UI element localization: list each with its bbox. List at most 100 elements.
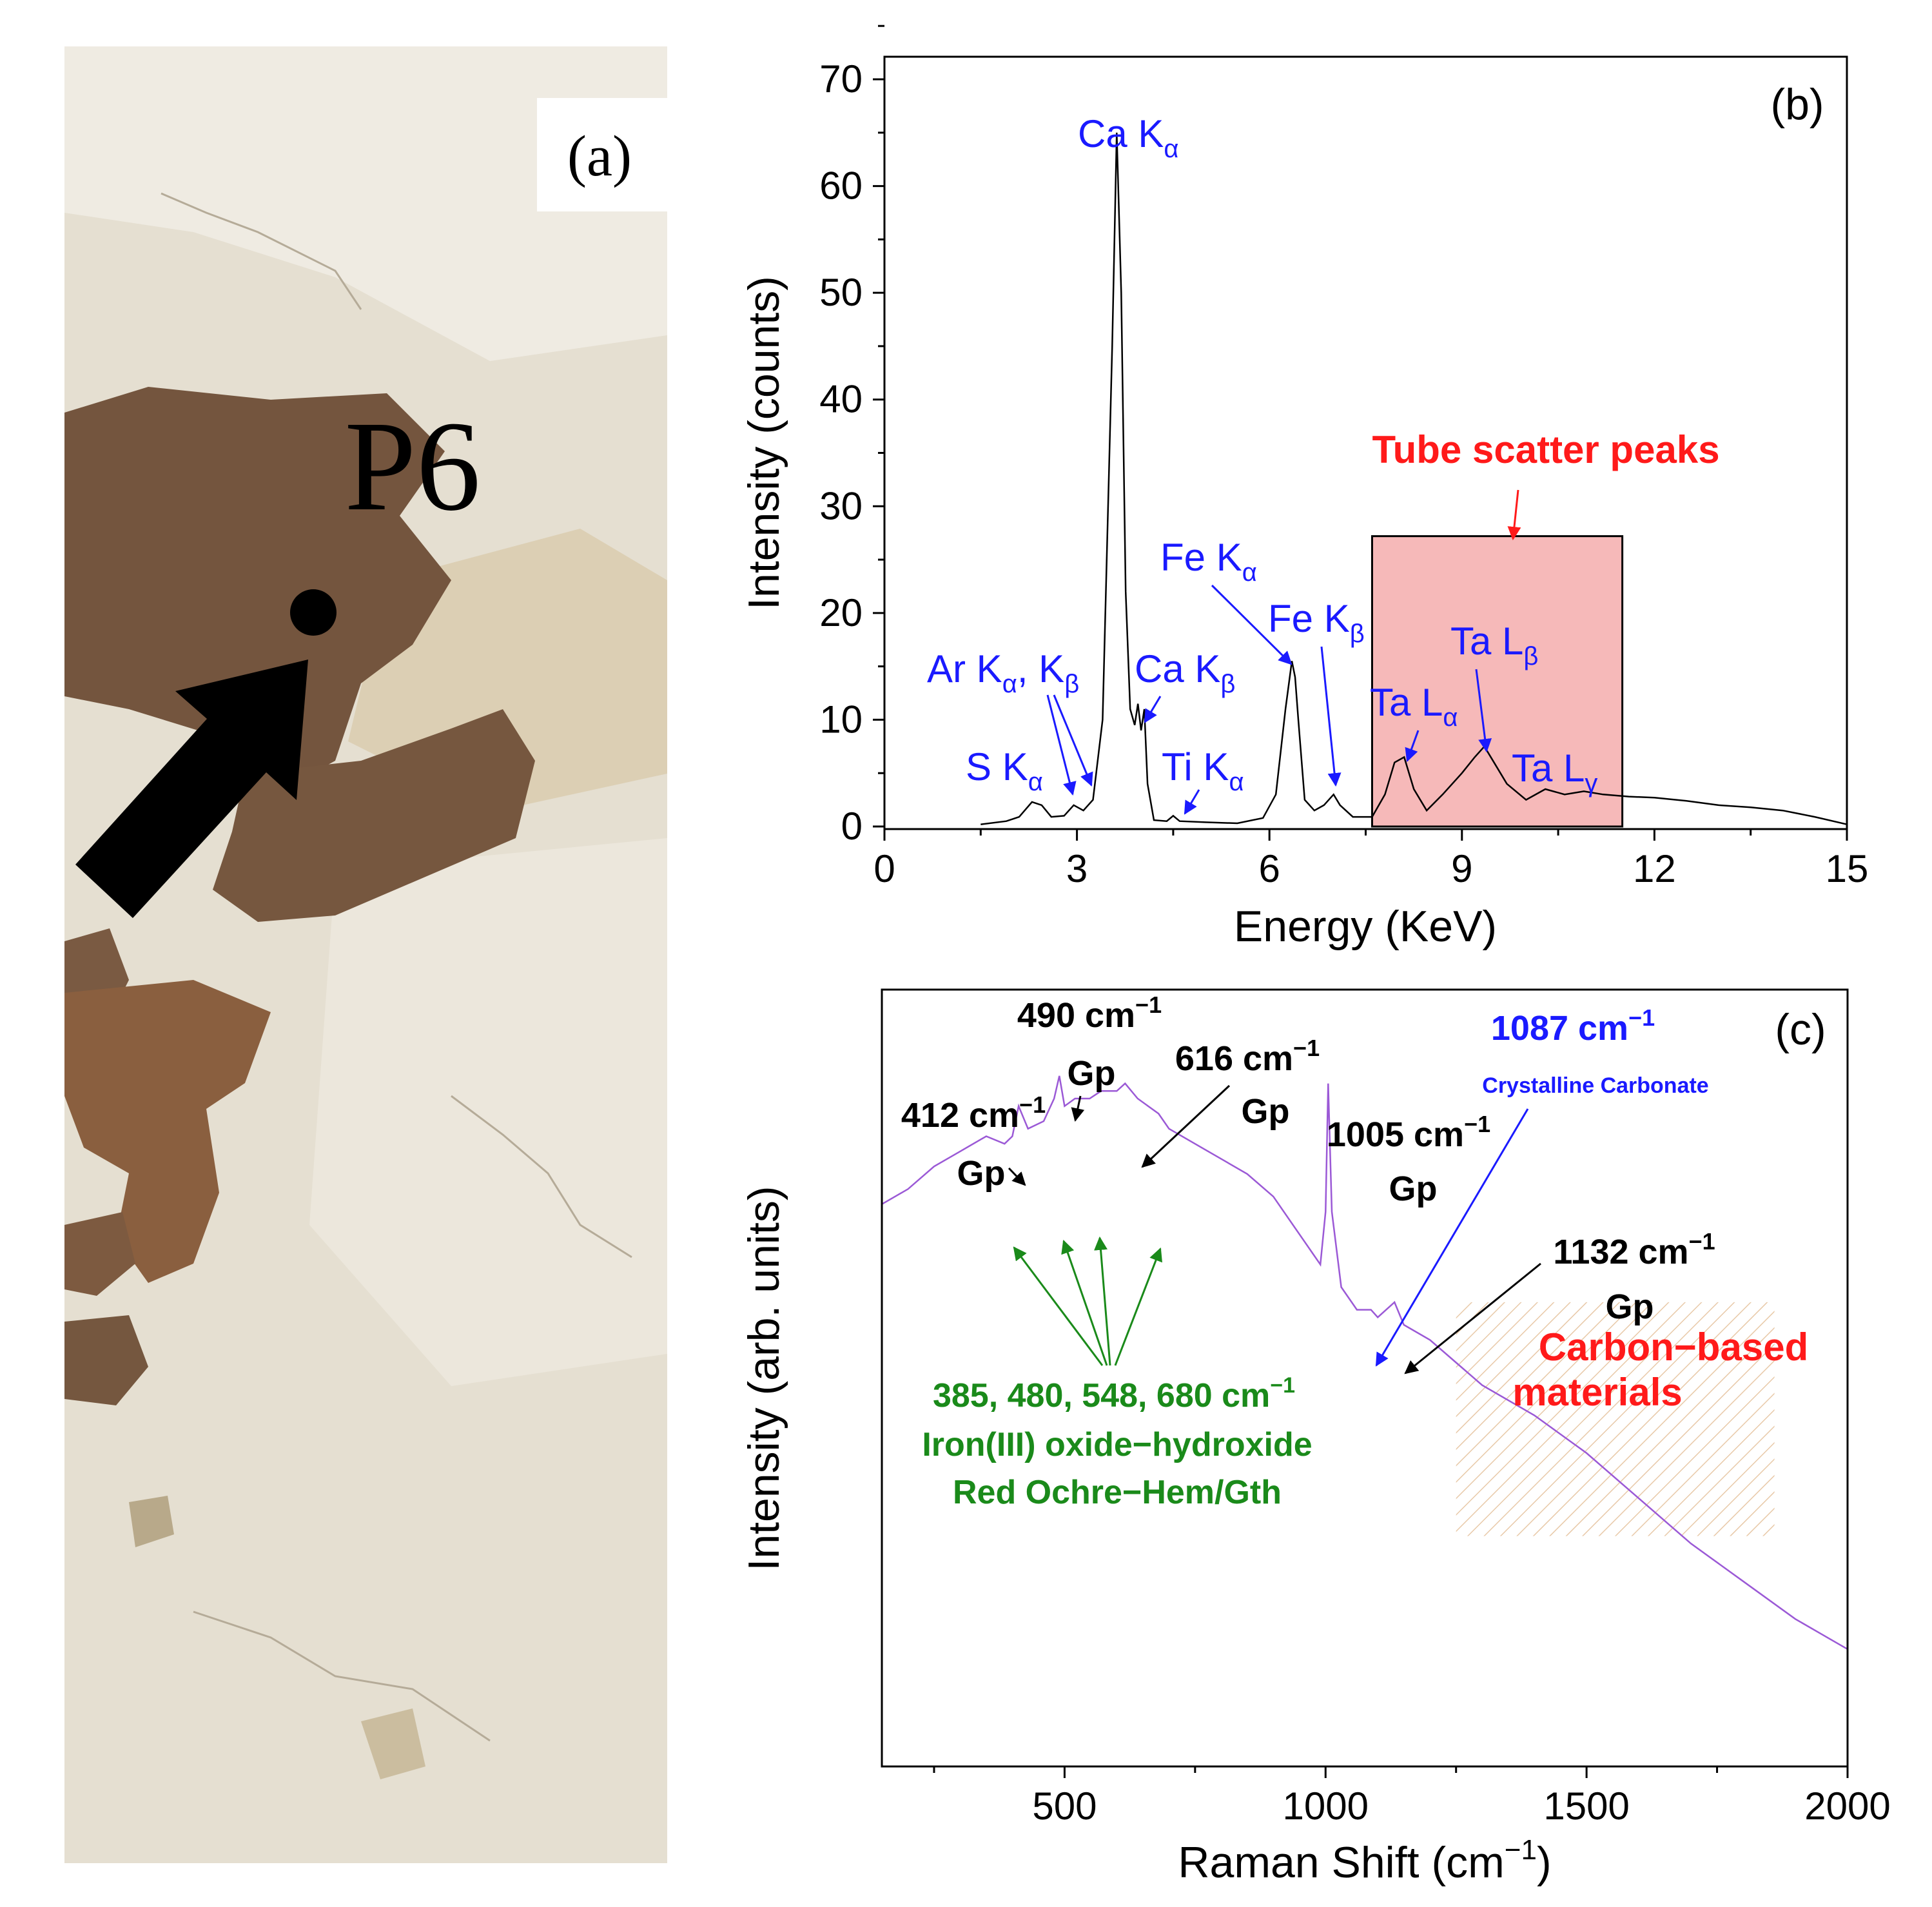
svg-text:Carbon−based: Carbon−based [1539,1325,1808,1369]
peak-label-ti-ka: Ti Kα [1162,745,1244,796]
peak-label-490: 490 cm−1 Gp [1017,992,1162,1093]
pigment-stain [361,1708,425,1779]
arrow-1132 [1404,1262,1541,1374]
svg-text:616 cm−1: 616 cm−1 [1175,1035,1320,1078]
panel-c-label: (c) [1775,1005,1826,1054]
pigment-area [64,1315,148,1405]
peak-label-ta-la: Ta Lα [1370,681,1458,732]
svg-text:Gp: Gp [1606,1287,1654,1326]
y-axis-title: Intensity (arb. units) [739,1186,788,1570]
green-arrow-548 [1094,1236,1111,1366]
pigment-area [213,709,535,922]
svg-text:Ti Kα: Ti Kα [1162,745,1244,796]
x-tick-label: 1500 [1543,1785,1629,1828]
y-tick-label: 60 [819,164,863,208]
sample-point-marker [290,589,337,636]
crack-line [451,1095,632,1258]
tube-scatter-arrow [1507,489,1521,541]
svg-text:Fe Kβ: Fe Kβ [1268,597,1365,648]
tube-scatter-box [1371,535,1624,828]
peak-label-ta-lb: Ta Lβ [1450,620,1538,670]
peak-label-412: 412 cm−1 Gp [901,1091,1046,1193]
panel-b-label: (b) [1770,80,1824,129]
ti-ka-arrow [1184,789,1200,815]
iron-oxide-label: 385, 480, 548, 680 cm−1 Iron(III) oxide−… [922,1373,1312,1511]
svg-text:490 cm−1: 490 cm−1 [1017,992,1162,1035]
green-arrow-385 [1013,1246,1104,1366]
svg-text:Gp: Gp [1068,1054,1116,1093]
peak-label-fe-kb: Fe Kβ [1268,597,1365,648]
carbon-label: Carbon−based materials [1512,1325,1808,1414]
photo-panel: (a) P6 [64,46,667,1863]
svg-text:materials: materials [1512,1371,1683,1414]
fe-ka-arrow [1211,584,1293,665]
peak-label-1132: 1132 cm−1 Gp [1553,1228,1715,1326]
svg-text:412 cm−1: 412 cm−1 [901,1091,1046,1135]
x-tick-label: 15 [1826,847,1869,890]
x-tick-label: 12 [1633,847,1676,890]
crack-line [161,192,362,310]
peak-label-616: 616 cm−1 Gp [1175,1035,1320,1131]
x-tick-label: 9 [1451,847,1472,890]
svg-text:Gp: Gp [1389,1169,1438,1208]
peak-label-1005: 1005 cm−1 Gp [1327,1111,1490,1208]
peak-label-ar: Ar Kα, Kβ [927,647,1079,698]
fe-kb-arrow [1320,646,1342,787]
peak-label-ca-ka: Ca Kα [1078,112,1179,163]
svg-text:Ta Lα: Ta Lα [1370,681,1458,732]
y-tick-label: 0 [841,805,863,848]
ar-arrow-2 [1053,694,1093,787]
raman-chart: 500 1000 1500 2000 Raman Shift (cm−1) Inten… [739,988,1891,1887]
y-tick-label: 50 [819,271,863,314]
raman-spectrum-line [881,1075,1848,1650]
peak-label-fe-ka: Fe Kα [1160,536,1257,587]
panel-a-label-box [537,98,667,211]
peak-label-s-ka: S Kα [966,745,1043,796]
panel-a-label: (a) [567,124,632,188]
x-axis-title: Raman Shift (cm−1) [1178,1834,1551,1887]
arrow-1087 [1375,1108,1529,1367]
svg-text:Iron(III) oxide−hydroxide: Iron(III) oxide−hydroxide [922,1426,1312,1463]
svg-text:Gp: Gp [957,1154,1006,1193]
crack-line [193,1610,491,1742]
svg-text:Ca Kα: Ca Kα [1078,112,1179,163]
svg-text:1005 cm−1: 1005 cm−1 [1327,1111,1490,1154]
plaster-light-patch [64,46,667,361]
arrow-412 [1008,1167,1026,1186]
ta-lb-arrow [1475,669,1492,753]
x-tick-label: 3 [1066,847,1088,890]
peak-label-1087: 1087 cm−1 Crystalline Carbonate [1482,1004,1708,1098]
svg-text:1132 cm−1: 1132 cm−1 [1553,1228,1715,1271]
svg-text:Crystalline Carbonate: Crystalline Carbonate [1482,1073,1708,1098]
xrf-spectrum-line [981,132,1848,825]
tube-scatter-label: Tube scatter peaks [1372,428,1719,471]
arrow-616 [1141,1084,1231,1168]
x-tick-label: 2000 [1804,1785,1890,1828]
y-tick-label: 10 [819,698,863,741]
sample-point-label: P6 [344,395,480,538]
y-tick-label: 20 [819,591,863,634]
svg-text:Gp: Gp [1242,1092,1290,1131]
svg-text:Ta Lγ: Ta Lγ [1512,747,1597,797]
ar-arrow-1 [1046,694,1077,796]
svg-text:Ar Kα, Kβ: Ar Kα, Kβ [927,647,1079,698]
green-arrow-680 [1114,1247,1162,1366]
x-tick-label: 0 [873,847,895,890]
y-tick-label: 30 [819,484,863,527]
svg-text:Red Ochre−Hem/Gth: Red Ochre−Hem/Gth [953,1474,1282,1511]
pigment-area [64,980,271,1283]
arrow-490 [1071,1095,1085,1122]
svg-text:Ca Kβ: Ca Kβ [1135,647,1235,698]
svg-text:S Kα: S Kα [966,745,1043,796]
carbon-hatch-region [1456,1302,1775,1536]
y-tick-label: 70 [819,57,863,101]
x-tick-label: 6 [1259,847,1280,890]
peak-label-ta-lg: Ta Lγ [1512,747,1597,797]
y-tick-label: 40 [819,378,863,421]
ca-kb-arrow [1144,696,1162,723]
pigment-area [64,387,451,793]
x-tick-label: 1000 [1283,1785,1369,1828]
peak-label-ca-kb: Ca Kβ [1135,647,1235,698]
svg-text:Ta Lβ: Ta Lβ [1450,620,1538,670]
